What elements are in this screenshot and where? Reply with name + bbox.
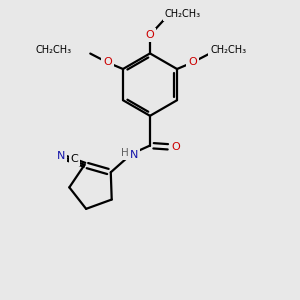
- Text: CH₂CH₃: CH₂CH₃: [36, 45, 72, 55]
- Text: O: O: [188, 58, 197, 68]
- Text: O: O: [103, 58, 112, 68]
- Text: N: N: [130, 150, 138, 160]
- Text: CH₂CH₃: CH₂CH₃: [165, 9, 201, 19]
- Text: N: N: [57, 151, 65, 160]
- Text: O: O: [146, 30, 154, 40]
- Text: H: H: [121, 148, 129, 158]
- Text: C: C: [70, 154, 78, 164]
- Text: CH₂CH₃: CH₂CH₃: [210, 45, 246, 55]
- Text: O: O: [172, 142, 180, 152]
